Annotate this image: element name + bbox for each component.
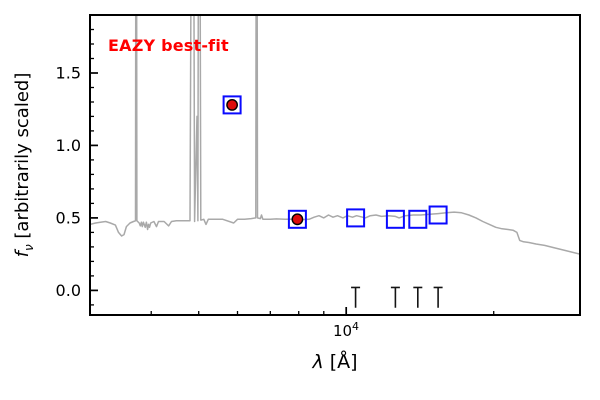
x-tick-base: 10 (332, 322, 353, 340)
y-axis-label-f: f (12, 251, 34, 258)
best-fit-annotation: EAZY best-fit (108, 36, 229, 55)
photometry-square (385, 209, 405, 229)
x-axis-label-lambda: λ (312, 351, 324, 373)
y-axis-label: fν [arbitrarily scaled] (12, 73, 36, 258)
photometry-square (346, 208, 366, 228)
x-tick-exponent: 4 (352, 320, 360, 333)
spectrum-line (90, 15, 580, 255)
photometry-square (428, 205, 448, 225)
observed-point (291, 213, 304, 226)
observed-point (226, 99, 239, 111)
x-axis-label-rest: [Å] (323, 351, 358, 373)
y-tick-label: 0.0 (56, 281, 81, 300)
photometry-square (287, 209, 307, 229)
y-tick-label: 0.5 (56, 208, 81, 227)
y-axis-label-rest: [arbitrarily scaled] (12, 72, 34, 245)
y-axis-label-nu: ν (21, 244, 36, 252)
y-tick-label: 1.0 (56, 136, 81, 155)
photometry-square (408, 209, 428, 229)
photometry-square (222, 95, 242, 115)
axes-frame (89, 14, 581, 316)
y-tick-label: 1.5 (56, 64, 81, 83)
x-tick-label-1e4: 104 (333, 320, 359, 340)
x-axis-label: λ [Å] (90, 351, 580, 373)
